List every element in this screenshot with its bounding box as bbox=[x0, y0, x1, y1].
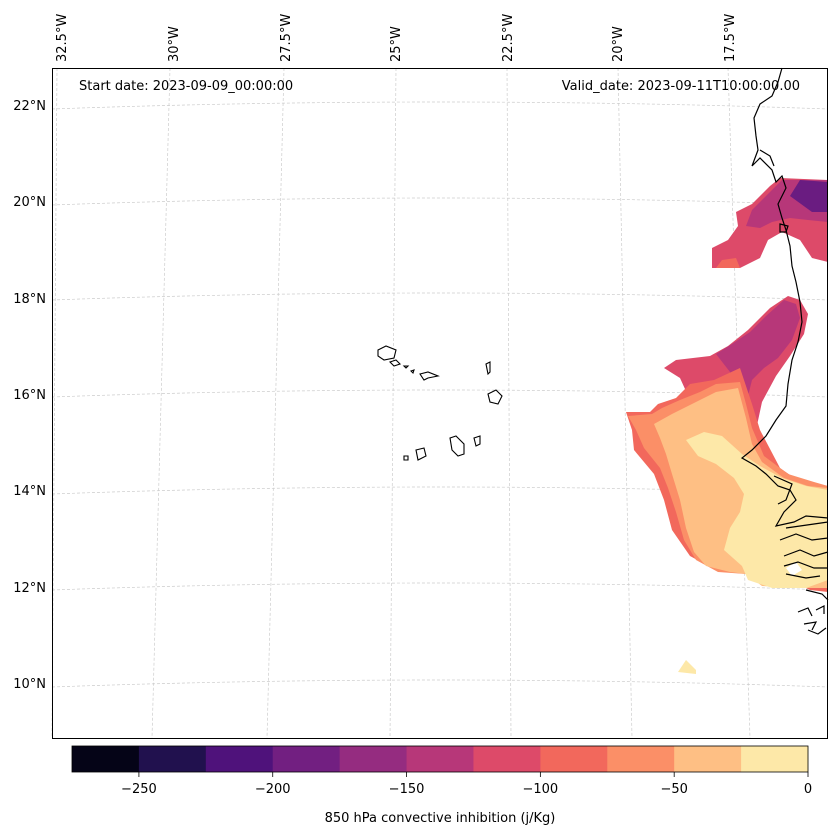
lon-label: 17.5°W bbox=[723, 14, 738, 62]
colorbar-tick-label: 0 bbox=[804, 782, 812, 797]
island-boa-vista bbox=[487, 389, 503, 405]
island-sao-nicolau bbox=[419, 371, 440, 381]
cin-region-south-core bbox=[686, 432, 828, 588]
start-date-label: Start date: 2023-09-09_00:00:00 bbox=[79, 79, 293, 94]
island-fogo bbox=[415, 447, 427, 461]
cin-field bbox=[626, 178, 828, 674]
valid-date-label: Valid_date: 2023-09-11T10:00:00.00 bbox=[562, 79, 800, 94]
cape-verde-islands bbox=[377, 345, 503, 461]
island-santo-antao bbox=[377, 345, 397, 361]
colorbar-swatch bbox=[138, 746, 207, 772]
lat-label: 18°N bbox=[13, 292, 46, 307]
colorbar-frame bbox=[71, 745, 809, 773]
lat-label: 14°N bbox=[13, 484, 46, 499]
lat-label: 10°N bbox=[13, 677, 46, 692]
colorbar-swatch bbox=[205, 746, 274, 772]
colorbar-label: 850 hPa convective inhibition (j/Kg) bbox=[325, 811, 556, 826]
island-brava bbox=[403, 455, 409, 461]
colorbar-tick-label: −150 bbox=[389, 782, 425, 797]
colorbar-tick-label: −100 bbox=[523, 782, 559, 797]
colorbar-swatch bbox=[339, 746, 408, 772]
lat-label: 20°N bbox=[13, 195, 46, 210]
cin-region-north-core bbox=[790, 180, 828, 212]
colorbar-swatch bbox=[674, 746, 742, 772]
latitude-labels: 22°N 20°N 18°N 16°N 14°N 12°N 10°N bbox=[13, 99, 46, 692]
colorbar-swatch bbox=[540, 746, 608, 772]
lon-label: 25°W bbox=[389, 26, 404, 62]
colorbar: −250 −200 −150 −100 −50 0 bbox=[71, 745, 812, 797]
colorbar-swatch bbox=[607, 746, 675, 772]
colorbar-swatch bbox=[741, 746, 809, 772]
colorbar-tick-label: −50 bbox=[660, 782, 687, 797]
lon-label: 22.5°W bbox=[501, 14, 516, 62]
lon-label: 30°W bbox=[167, 26, 182, 62]
colorbar-tick-label: −250 bbox=[121, 782, 157, 797]
island-sao-vicente bbox=[388, 359, 402, 367]
lon-label: 32.5°W bbox=[55, 14, 70, 62]
lon-label: 20°W bbox=[611, 26, 626, 62]
colorbar-swatch bbox=[406, 746, 474, 772]
island-maio bbox=[473, 435, 481, 447]
lat-label: 16°N bbox=[13, 388, 46, 403]
cin-region-small-patch bbox=[678, 660, 696, 674]
colorbar-swatch bbox=[72, 746, 140, 772]
colorbar-tick-label: −200 bbox=[255, 782, 291, 797]
island-sal bbox=[485, 361, 491, 376]
longitude-labels: 32.5°W 30°W 27.5°W 25°W 22.5°W 20°W 17.5… bbox=[55, 14, 738, 62]
colorbar-swatch bbox=[473, 746, 541, 772]
map-frame bbox=[52, 68, 828, 739]
africa-coastline bbox=[740, 67, 829, 527]
coastlines bbox=[740, 67, 829, 635]
colorbar-swatch bbox=[272, 746, 341, 772]
lon-label: 27.5°W bbox=[279, 14, 294, 62]
island-santiago bbox=[449, 435, 465, 457]
lat-label: 22°N bbox=[13, 99, 46, 114]
lat-label: 12°N bbox=[13, 581, 46, 596]
